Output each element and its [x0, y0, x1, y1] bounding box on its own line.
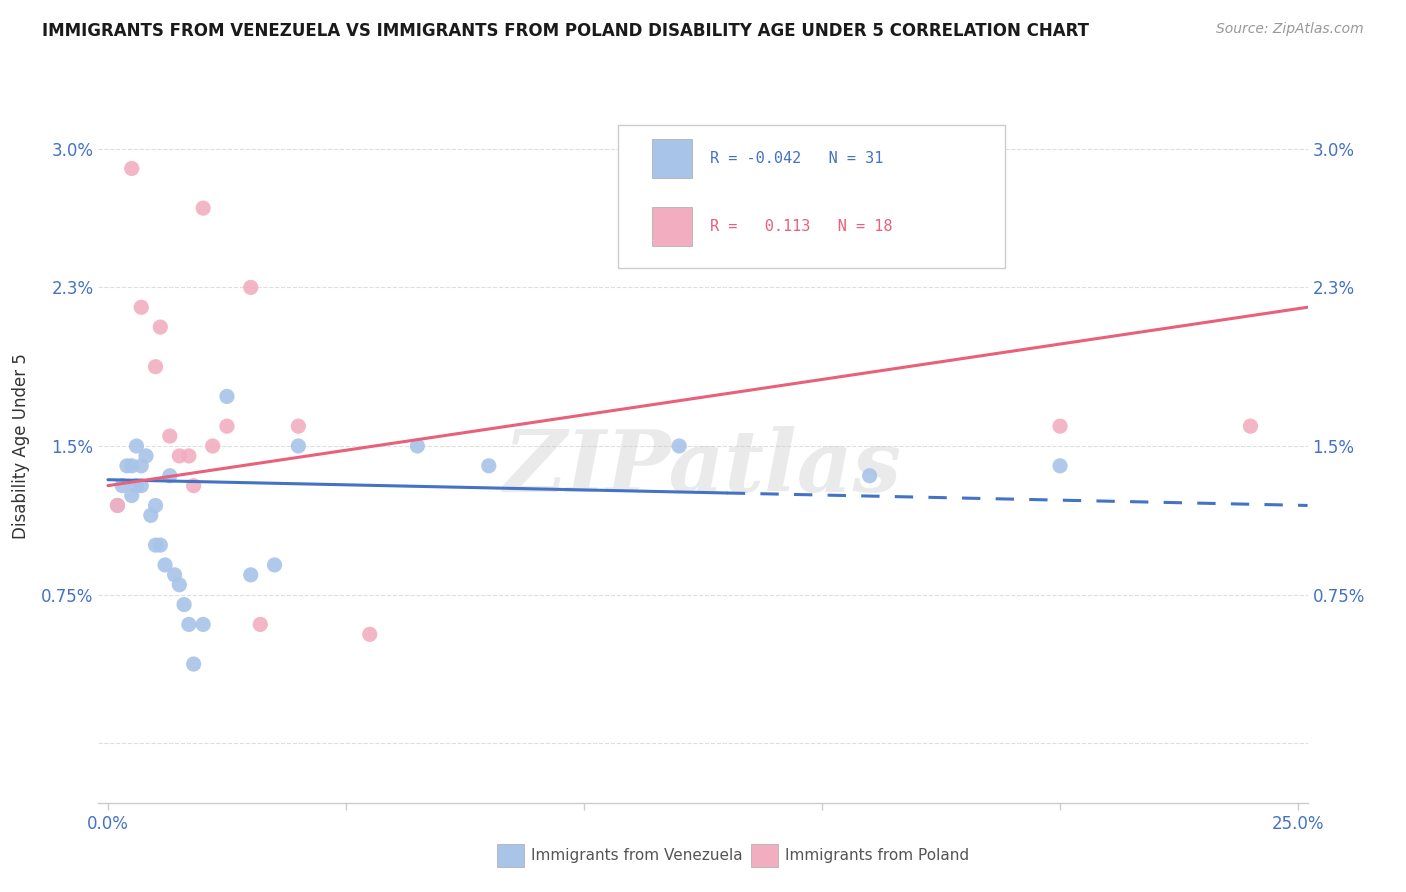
Point: [163, 567, 186, 582]
Point: [239, 280, 262, 294]
Point: [249, 617, 271, 632]
Point: [129, 300, 152, 314]
Point: [183, 657, 205, 671]
Text: IMMIGRANTS FROM VENEZUELA VS IMMIGRANTS FROM POLAND DISABILITY AGE UNDER 5 CORRE: IMMIGRANTS FROM VENEZUELA VS IMMIGRANTS …: [42, 22, 1090, 40]
Point: [129, 478, 152, 492]
Point: [859, 468, 882, 483]
Point: [149, 320, 172, 334]
Point: [177, 449, 200, 463]
Point: [668, 439, 690, 453]
Point: [201, 439, 224, 453]
FancyBboxPatch shape: [619, 125, 1005, 268]
Point: [263, 558, 285, 572]
Point: [169, 578, 191, 592]
Point: [121, 161, 143, 176]
Point: [145, 499, 167, 513]
Point: [191, 617, 214, 632]
Text: Immigrants from Venezuela: Immigrants from Venezuela: [531, 848, 742, 863]
Point: [478, 458, 501, 473]
Text: ZIPatlas: ZIPatlas: [503, 425, 903, 509]
Point: [287, 439, 309, 453]
Point: [169, 449, 191, 463]
Point: [139, 508, 162, 523]
Point: [159, 429, 181, 443]
Point: [107, 499, 129, 513]
Point: [215, 389, 238, 403]
Point: [359, 627, 381, 641]
Point: [135, 449, 157, 463]
Point: [159, 468, 181, 483]
Point: [121, 489, 143, 503]
FancyBboxPatch shape: [652, 207, 692, 246]
Point: [287, 419, 309, 434]
Point: [183, 478, 205, 492]
Point: [1049, 419, 1071, 434]
FancyBboxPatch shape: [751, 844, 778, 867]
Point: [1049, 458, 1071, 473]
Point: [215, 419, 238, 434]
Point: [145, 359, 167, 374]
Point: [1239, 419, 1261, 434]
Point: [115, 458, 138, 473]
Point: [111, 478, 134, 492]
Point: [107, 499, 129, 513]
Point: [125, 439, 148, 453]
Text: R = -0.042   N = 31: R = -0.042 N = 31: [710, 152, 883, 166]
Point: [173, 598, 195, 612]
Point: [191, 201, 214, 215]
Point: [149, 538, 172, 552]
Text: Source: ZipAtlas.com: Source: ZipAtlas.com: [1216, 22, 1364, 37]
FancyBboxPatch shape: [652, 139, 692, 178]
Text: Immigrants from Poland: Immigrants from Poland: [785, 848, 969, 863]
Point: [153, 558, 176, 572]
Point: [145, 538, 167, 552]
Point: [129, 458, 152, 473]
Y-axis label: Disability Age Under 5: Disability Age Under 5: [13, 353, 30, 539]
Point: [239, 567, 262, 582]
Point: [125, 478, 148, 492]
Text: R =   0.113   N = 18: R = 0.113 N = 18: [710, 219, 893, 234]
Point: [177, 617, 200, 632]
Point: [121, 458, 143, 473]
FancyBboxPatch shape: [498, 844, 524, 867]
Point: [406, 439, 429, 453]
